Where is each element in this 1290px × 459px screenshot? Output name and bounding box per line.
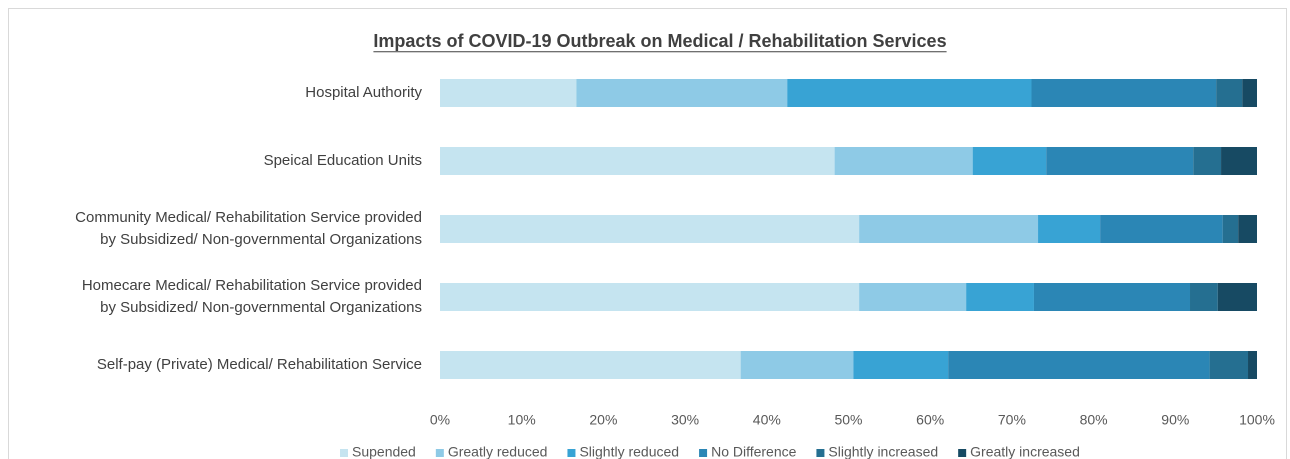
bar-segment xyxy=(1193,147,1222,175)
bar-segment xyxy=(440,283,860,311)
x-tick-label: 20% xyxy=(589,412,617,428)
bar-segment xyxy=(1038,215,1101,243)
legend-swatch xyxy=(340,449,348,457)
x-tick-label: 80% xyxy=(1080,412,1108,428)
bar-segment xyxy=(1190,283,1218,311)
bar-segment xyxy=(1221,147,1257,175)
x-tick-label: 50% xyxy=(834,412,862,428)
chart-title: Impacts of COVID-19 Outbreak on Medical … xyxy=(373,31,946,51)
bar-segment xyxy=(440,147,835,175)
x-tick-label: 60% xyxy=(916,412,944,428)
legend-swatch xyxy=(816,449,825,457)
bar-segment xyxy=(966,283,1034,311)
legend-label: Supended xyxy=(352,444,416,459)
bar-segment xyxy=(853,351,949,379)
bar-segment xyxy=(1238,215,1257,243)
x-tick-label: 30% xyxy=(671,412,699,428)
bar-segment xyxy=(1248,351,1257,379)
legend-swatch xyxy=(958,449,967,457)
bar-segment xyxy=(1222,215,1239,243)
legend-label: Slightly reduced xyxy=(579,444,679,459)
bar-segment xyxy=(1031,79,1217,107)
x-tick-label: 100% xyxy=(1239,412,1275,428)
bar-segment xyxy=(834,147,973,175)
bar-segment xyxy=(1216,79,1243,107)
bar-segment xyxy=(1033,283,1191,311)
bar-segment xyxy=(859,283,967,311)
bar-segment xyxy=(1046,147,1194,175)
bar-segment xyxy=(859,215,1039,243)
bar-segment xyxy=(787,79,1032,107)
y-tick-label: Community Medical/ Rehabilitation Servic… xyxy=(75,209,422,248)
legend-swatch xyxy=(699,449,708,457)
legend-label: Slightly increased xyxy=(828,444,938,459)
bar-segment xyxy=(1242,79,1257,107)
chart-frame xyxy=(8,8,1287,459)
y-tick-label: Self-pay (Private) Medical/ Rehabilitati… xyxy=(96,356,422,373)
y-tick-label: Speical Education Units xyxy=(263,152,422,169)
x-tick-label: 10% xyxy=(508,412,536,428)
bar-segment xyxy=(1217,283,1257,311)
legend-label: Greatly increased xyxy=(970,444,1080,459)
bar-segment xyxy=(1209,351,1249,379)
legend-label: Greatly reduced xyxy=(448,444,548,459)
x-tick-label: 90% xyxy=(1161,412,1189,428)
legend-swatch xyxy=(435,449,444,457)
bar-segment xyxy=(576,79,788,107)
x-tick-label: 70% xyxy=(998,412,1026,428)
x-tick-label: 40% xyxy=(753,412,781,428)
bar-segment xyxy=(740,351,854,379)
y-tick-label: Hospital Authority xyxy=(305,84,422,101)
bar-segment xyxy=(972,147,1047,175)
legend-swatch xyxy=(567,449,576,457)
y-tick-label: Homecare Medical/ Rehabilitation Service… xyxy=(81,277,422,316)
legend-label: No Difference xyxy=(711,444,797,459)
bar-segment xyxy=(440,351,741,379)
bar-segment xyxy=(1100,215,1223,243)
x-tick-label: 0% xyxy=(430,412,450,428)
bar-segment xyxy=(440,215,860,243)
bar-segment xyxy=(948,351,1210,379)
bar-segment xyxy=(440,79,577,107)
